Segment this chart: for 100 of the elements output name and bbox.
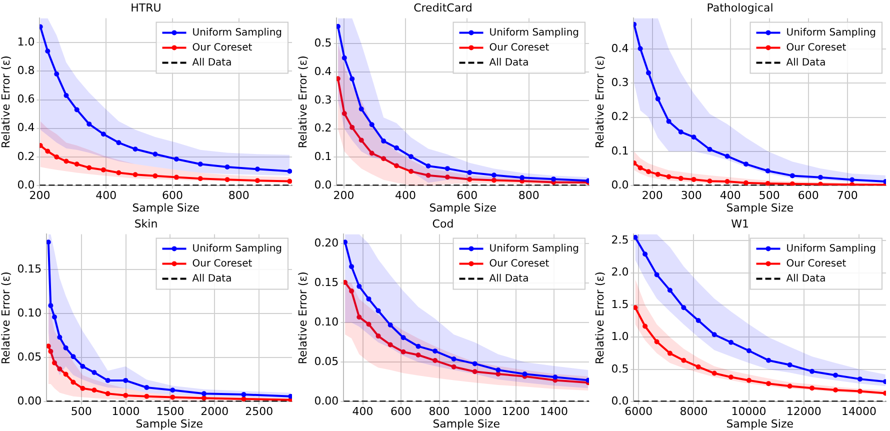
x-tick-label: 14000	[842, 405, 876, 418]
point	[678, 129, 684, 134]
point	[105, 391, 110, 396]
point	[408, 168, 414, 174]
point	[52, 360, 58, 366]
legend-label: All Data	[489, 273, 529, 284]
legend-label: All Data	[489, 57, 529, 68]
point	[522, 371, 528, 376]
point	[100, 132, 106, 137]
x-axis-title: Sample Size	[136, 417, 204, 430]
point	[638, 165, 643, 170]
point	[57, 366, 62, 372]
y-tick-label: 1.0	[611, 330, 629, 344]
point	[724, 154, 730, 159]
y-axis-title: Relative Error (ε)	[296, 56, 310, 148]
point	[667, 288, 672, 293]
y-axis-title: Relative Error (ε)	[0, 56, 12, 148]
point	[638, 46, 643, 52]
point	[74, 162, 80, 167]
y-tick-label: 0.5	[314, 36, 332, 50]
x-axis-title: Sample Size	[432, 417, 500, 430]
legend-label: Uniform Sampling	[192, 27, 282, 38]
point	[356, 314, 362, 320]
point	[787, 362, 792, 368]
point	[400, 335, 406, 340]
x-tick-label: 200	[333, 189, 354, 202]
x-tick-label: 300	[680, 189, 702, 202]
point	[681, 358, 686, 363]
y-axis-title: Relative Error (ε)	[593, 56, 606, 148]
chart-title: Skin	[134, 217, 158, 230]
point	[350, 124, 355, 130]
x-tick-label: 800	[428, 405, 450, 418]
point	[116, 140, 122, 146]
point	[123, 378, 128, 383]
point	[202, 396, 207, 401]
point	[818, 182, 823, 186]
y-tick-label: 0.1	[611, 144, 629, 158]
point	[254, 166, 260, 172]
point	[492, 178, 496, 183]
y-tick-label: 0.3	[611, 76, 629, 89]
point	[336, 24, 340, 29]
point	[666, 174, 672, 180]
y-tick-label: 0.0	[611, 394, 629, 408]
y-tick-label: 0.15	[314, 276, 339, 290]
x-axis-title: Sample Size	[429, 201, 497, 214]
point	[100, 167, 106, 172]
point	[369, 150, 374, 156]
point	[552, 374, 558, 380]
x-axis-title: Sample Size	[726, 417, 794, 430]
point	[416, 344, 421, 349]
point	[376, 334, 381, 339]
point	[646, 169, 652, 174]
point	[381, 156, 386, 162]
x-tick-label: 800	[518, 189, 540, 202]
legend-label: Our Coreset	[786, 258, 846, 270]
point	[467, 176, 472, 182]
point	[833, 372, 838, 378]
point	[655, 172, 660, 177]
point	[681, 305, 686, 310]
point	[288, 394, 292, 399]
point	[451, 356, 456, 362]
point	[86, 165, 92, 170]
chart-title: W1	[731, 217, 749, 230]
point	[123, 392, 128, 398]
legend-label: Our Coreset	[192, 258, 252, 270]
point	[152, 173, 158, 178]
point	[655, 96, 660, 102]
point	[45, 148, 50, 154]
x-tick-label: 600	[456, 189, 478, 202]
chart-title: CreditCard	[414, 1, 472, 14]
point	[342, 55, 347, 60]
y-axis-title: Relative Error (ε)	[0, 272, 12, 364]
point	[634, 234, 638, 240]
y-tick-label: 0.15	[17, 262, 42, 276]
point	[790, 173, 795, 178]
point	[132, 172, 138, 178]
point	[344, 240, 348, 245]
point	[551, 176, 556, 182]
y-tick-label: 1.5	[611, 298, 629, 311]
point	[850, 177, 855, 182]
x-tick-label: 800	[228, 189, 250, 202]
legend-label: Uniform Sampling	[786, 27, 876, 38]
point	[394, 163, 400, 168]
x-tick-label: 700	[836, 189, 858, 202]
point	[144, 385, 150, 390]
x-tick-label: 400	[352, 405, 374, 418]
point	[366, 322, 372, 327]
chart-title: HTRU	[130, 1, 162, 14]
point	[116, 170, 122, 176]
point	[152, 152, 158, 157]
x-tick-label: 400	[720, 189, 741, 202]
point	[654, 272, 660, 278]
x-tick-label: 2500	[245, 405, 274, 418]
point	[381, 138, 386, 144]
point	[432, 348, 438, 354]
x-tick-label: 10000	[731, 405, 766, 418]
point	[287, 168, 292, 174]
point	[416, 352, 421, 358]
point	[642, 324, 648, 329]
point	[48, 303, 54, 308]
